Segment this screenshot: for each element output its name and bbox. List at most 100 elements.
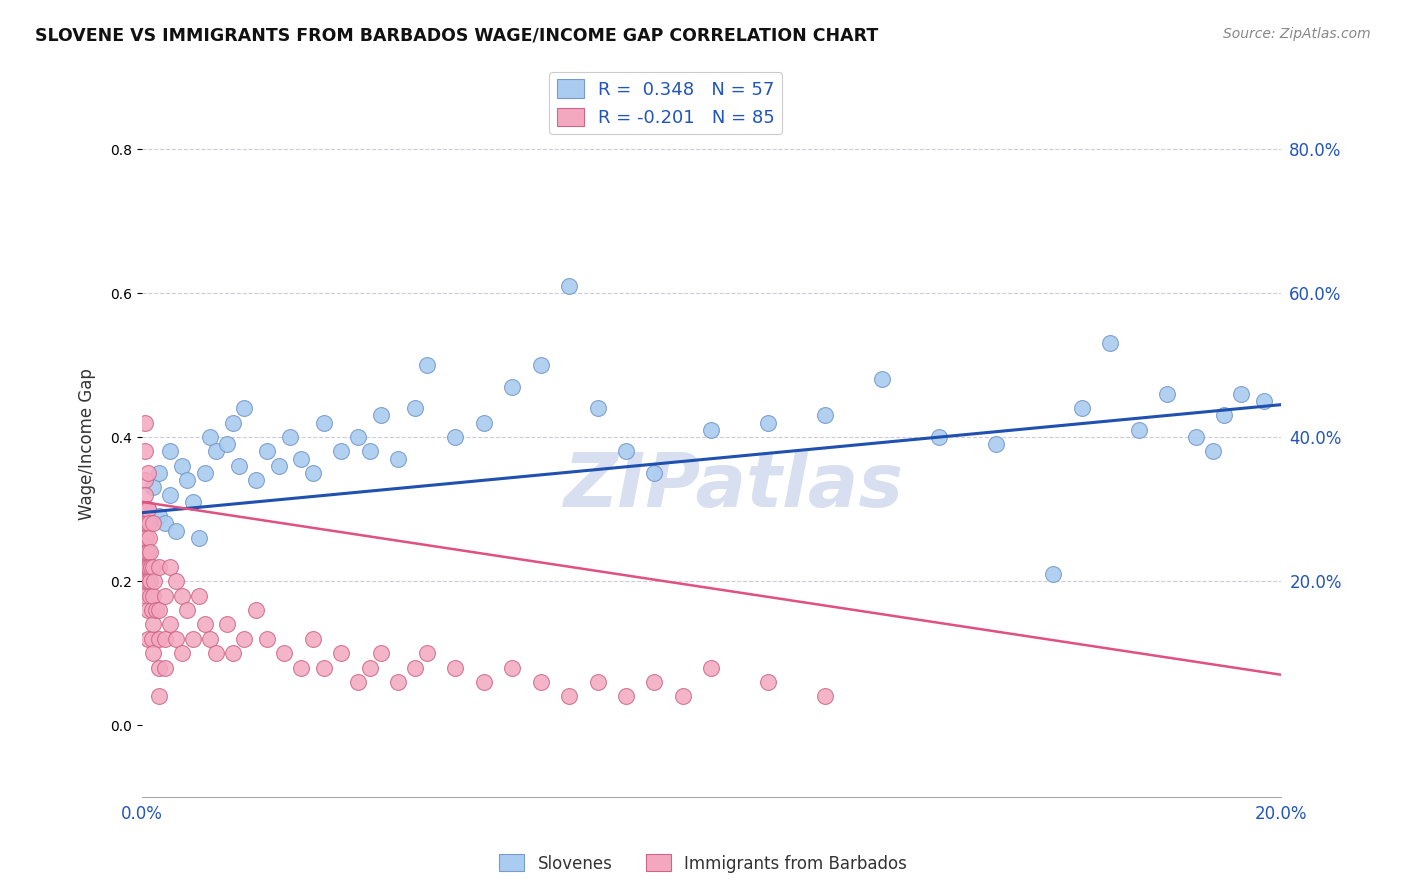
Point xyxy=(1201,444,1223,458)
Point xyxy=(1253,394,1275,409)
Point xyxy=(159,617,181,632)
Point xyxy=(141,603,163,617)
Point xyxy=(387,451,409,466)
Point xyxy=(359,660,381,674)
Point xyxy=(872,372,894,386)
Point xyxy=(134,416,156,430)
Point xyxy=(233,632,256,646)
Point xyxy=(1099,336,1122,351)
Point xyxy=(233,401,256,416)
Point xyxy=(134,516,156,531)
Point xyxy=(138,516,160,531)
Point xyxy=(814,409,837,423)
Point xyxy=(222,416,245,430)
Point xyxy=(145,603,167,617)
Point xyxy=(700,423,723,437)
Point xyxy=(139,574,162,588)
Point xyxy=(314,660,336,674)
Point xyxy=(159,559,181,574)
Point xyxy=(193,617,215,632)
Point xyxy=(135,574,157,588)
Text: SLOVENE VS IMMIGRANTS FROM BARBADOS WAGE/INCOME GAP CORRELATION CHART: SLOVENE VS IMMIGRANTS FROM BARBADOS WAGE… xyxy=(35,27,879,45)
Point xyxy=(614,690,637,704)
Point xyxy=(387,674,409,689)
Point xyxy=(370,409,392,423)
Point xyxy=(187,531,209,545)
Point xyxy=(1042,566,1064,581)
Point xyxy=(200,632,222,646)
Point xyxy=(141,632,163,646)
Point xyxy=(134,502,156,516)
Point xyxy=(301,466,323,480)
Point xyxy=(256,444,278,458)
Legend: Slovenes, Immigrants from Barbados: Slovenes, Immigrants from Barbados xyxy=(492,847,914,880)
Point xyxy=(148,660,170,674)
Point xyxy=(558,278,581,293)
Point xyxy=(136,559,159,574)
Point xyxy=(586,674,609,689)
Point xyxy=(370,646,392,660)
Point xyxy=(134,488,156,502)
Point xyxy=(558,690,581,704)
Point xyxy=(139,545,162,559)
Point xyxy=(136,545,159,559)
Point xyxy=(136,502,159,516)
Point xyxy=(529,358,551,372)
Point xyxy=(153,632,176,646)
Point xyxy=(217,617,239,632)
Point xyxy=(529,674,551,689)
Point xyxy=(404,660,426,674)
Point xyxy=(153,589,176,603)
Point xyxy=(170,646,193,660)
Point xyxy=(132,538,155,552)
Point xyxy=(142,516,165,531)
Point xyxy=(187,589,209,603)
Point xyxy=(134,444,156,458)
Point xyxy=(928,430,950,444)
Point xyxy=(142,617,165,632)
Point xyxy=(228,458,250,473)
Point xyxy=(159,488,181,502)
Point xyxy=(472,416,495,430)
Point xyxy=(986,437,1008,451)
Point xyxy=(301,632,323,646)
Point xyxy=(290,660,312,674)
Point xyxy=(444,660,467,674)
Point xyxy=(814,690,837,704)
Point xyxy=(586,401,609,416)
Point xyxy=(347,430,370,444)
Point xyxy=(193,466,215,480)
Point xyxy=(1184,430,1206,444)
Point xyxy=(278,430,301,444)
Point xyxy=(501,379,523,393)
Point xyxy=(165,524,187,538)
Point xyxy=(142,481,165,495)
Point xyxy=(148,466,170,480)
Point xyxy=(245,473,267,487)
Point xyxy=(181,495,204,509)
Point xyxy=(135,545,157,559)
Point xyxy=(181,632,204,646)
Point xyxy=(330,646,353,660)
Point xyxy=(1070,401,1092,416)
Point xyxy=(165,574,187,588)
Point xyxy=(148,690,170,704)
Point xyxy=(472,674,495,689)
Text: ZIPatlas: ZIPatlas xyxy=(564,450,904,523)
Point xyxy=(148,559,170,574)
Point xyxy=(165,632,187,646)
Point xyxy=(404,401,426,416)
Point xyxy=(217,437,239,451)
Point xyxy=(159,444,181,458)
Point xyxy=(134,559,156,574)
Legend: R =  0.348   N = 57, R = -0.201   N = 85: R = 0.348 N = 57, R = -0.201 N = 85 xyxy=(550,72,782,135)
Point xyxy=(444,430,467,444)
Point xyxy=(153,660,176,674)
Point xyxy=(170,589,193,603)
Point xyxy=(614,444,637,458)
Point xyxy=(148,603,170,617)
Point xyxy=(756,416,779,430)
Point xyxy=(176,473,198,487)
Point xyxy=(139,559,162,574)
Point xyxy=(153,516,176,531)
